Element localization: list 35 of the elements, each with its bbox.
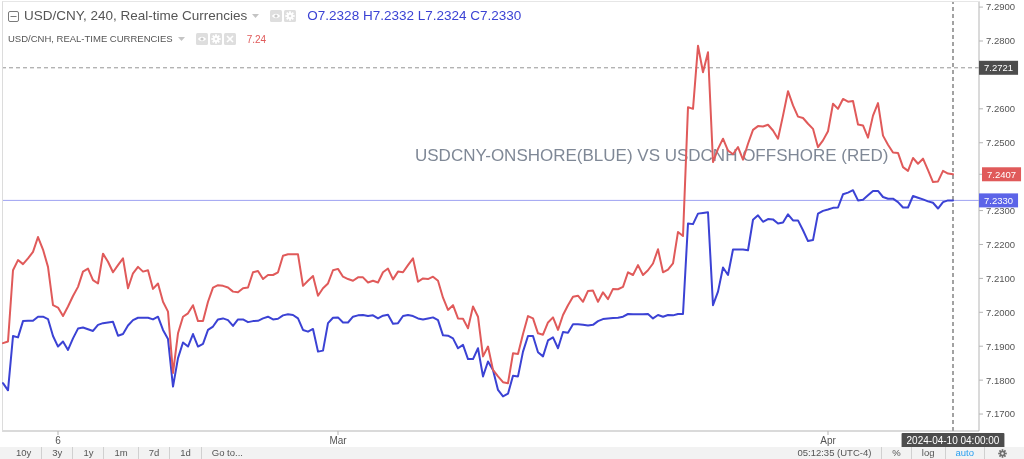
line-series [2, 44, 954, 385]
text: 7d [148, 447, 160, 458]
x-tick-label: Apr [820, 435, 837, 446]
y-tick-label: 7.2000 [986, 306, 1016, 318]
text: 05:12:35 (UTC-4) [797, 447, 872, 458]
text: % [892, 447, 901, 458]
chart-title: USD/CNY, 240, Real-time Currencies [24, 7, 248, 24]
text: 1d [180, 447, 191, 458]
text: Go to... [211, 447, 243, 458]
ref-line-label: 7.2330 [984, 194, 1014, 206]
text: 10y [16, 447, 32, 458]
ref-line-label: 7.2721 [984, 62, 1014, 74]
y-tick-label: 7.1800 [986, 374, 1016, 386]
y-tick-label: 7.2300 [986, 204, 1016, 216]
text: auto [955, 447, 974, 458]
annotation: 7.24 [246, 33, 267, 45]
annotation: O7.2328 H7.2332 L7.2324 C7.2330 [307, 7, 522, 24]
text: log [921, 447, 935, 458]
y-tick-label: 7.2100 [986, 272, 1016, 284]
y-tick-label: 7.1700 [986, 408, 1016, 420]
x-tick-label: 2024-04-10 04:00:00 [906, 435, 1000, 446]
line-series [2, 189, 954, 398]
y-tick-label: 7.2407 [987, 168, 1017, 180]
y-tick-label: 7.2200 [986, 238, 1016, 250]
x-tick-label: 6 [55, 435, 62, 446]
x-tick-label: Mar [329, 435, 348, 446]
y-tick-label: 7.2800 [986, 35, 1016, 47]
y-tick-label: 7.2600 [986, 103, 1016, 115]
text: 1y [83, 447, 94, 458]
y-tick-label: 7.1900 [986, 340, 1016, 352]
text: USD/CNH, REAL-TIME CURRENCIES [8, 32, 173, 45]
text: 3y [52, 447, 63, 458]
y-tick-label: 7.2900 [986, 1, 1016, 13]
y-tick-label: 7.2500 [986, 137, 1016, 149]
text: 1m [114, 447, 128, 458]
